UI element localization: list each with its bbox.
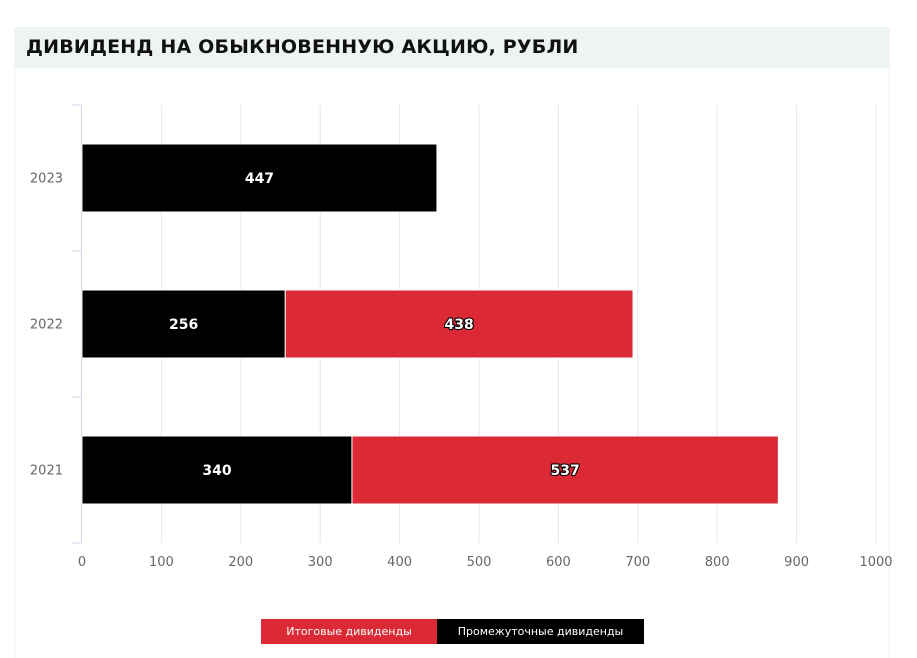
bars — [81, 143, 779, 505]
x-tick-label: 600 — [546, 555, 571, 570]
bar-segment — [351, 435, 779, 505]
bar-segment — [81, 435, 353, 505]
y-tick-label: 2022 — [30, 318, 63, 333]
axes: 0 100 200 300 400 500 600 700 800 900 1000 2023 2022… — [30, 104, 893, 570]
x-tick-label: 300 — [308, 555, 333, 570]
legend-label-interim: Промежуточные дивиденды — [457, 625, 624, 638]
legend-item-interim[interactable]: Промежуточные дивиденды — [437, 619, 644, 644]
data-label: 256 — [169, 317, 198, 333]
data-label: 438 — [445, 317, 474, 333]
x-tick-label: 1000 — [859, 555, 892, 570]
x-tick-label: 0 — [78, 555, 86, 570]
bar-segment — [81, 289, 286, 359]
x-tick-label: 200 — [228, 555, 253, 570]
chart-legend: Итоговые дивиденды Промежуточные дивиден… — [261, 619, 644, 644]
bar-segment — [81, 143, 438, 213]
page-title: ДИВИДЕНД НА ОБЫКНОВЕННУЮ АКЦИЮ, РУБЛИ — [26, 36, 579, 58]
legend-label-final: Итоговые дивиденды — [286, 625, 412, 638]
data-labels: 447 256 438 340 537 — [168, 170, 581, 480]
data-label: 340 — [202, 463, 231, 479]
y-tick-label: 2021 — [30, 464, 63, 479]
data-label: 537 — [551, 463, 580, 479]
x-tick-label: 400 — [387, 555, 412, 570]
data-label: 447 — [245, 171, 274, 187]
bar-segment — [284, 289, 634, 359]
x-tick-label: 500 — [467, 555, 492, 570]
x-tick-label: 100 — [149, 555, 174, 570]
x-tick-label: 900 — [784, 555, 809, 570]
chart-header: ДИВИДЕНД НА ОБЫКНОВЕННУЮ АКЦИЮ, РУБЛИ — [14, 27, 890, 68]
y-tick-label: 2023 — [30, 172, 63, 187]
x-tick-label: 800 — [705, 555, 730, 570]
x-tick-label: 700 — [625, 555, 650, 570]
bar-chart: 0 100 200 300 400 500 600 700 800 900 1000 2023 2022… — [30, 104, 893, 570]
legend-item-final[interactable]: Итоговые дивиденды — [261, 619, 437, 644]
